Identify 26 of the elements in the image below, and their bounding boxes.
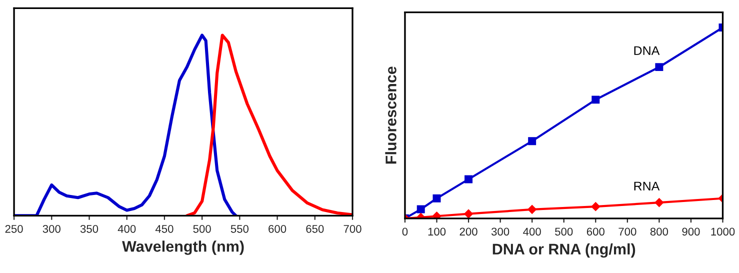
x-tick-label: 450	[155, 224, 174, 233]
x-tick-label: 300	[491, 228, 510, 236]
x-tick-label: 900	[682, 228, 700, 236]
x-tick-label: 700	[344, 224, 362, 233]
y-axis-title: Fluorescence	[385, 66, 396, 164]
x-tick-label: 650	[306, 224, 324, 233]
x-tick-label: 500	[193, 224, 211, 233]
x-tick-label: 600	[268, 224, 286, 233]
x-tick-label: 400	[118, 224, 136, 233]
x-axis-title: Wavelength (nm)	[122, 240, 244, 255]
x-tick-label: 300	[42, 224, 60, 233]
x-tick-label: 550	[230, 224, 249, 233]
x-tick-label: 200	[460, 228, 478, 236]
x-tick-label: 250	[5, 224, 23, 233]
x-tick-label: 1000	[711, 228, 735, 236]
x-tick-label: 700	[618, 228, 636, 236]
x-tick-label: 800	[650, 228, 668, 236]
x-tick-label: 350	[80, 224, 98, 233]
x-tick-label: 600	[586, 228, 604, 236]
x-axis-title: DNA or RNA (ng/ml)	[492, 243, 636, 258]
x-tick-label: 100	[428, 228, 446, 236]
series-label: DNA	[634, 46, 660, 55]
x-tick-label: 0	[402, 228, 408, 236]
series-label: RNA	[634, 182, 660, 190]
x-tick-label: 500	[555, 228, 573, 236]
x-tick-label: 400	[523, 228, 541, 236]
